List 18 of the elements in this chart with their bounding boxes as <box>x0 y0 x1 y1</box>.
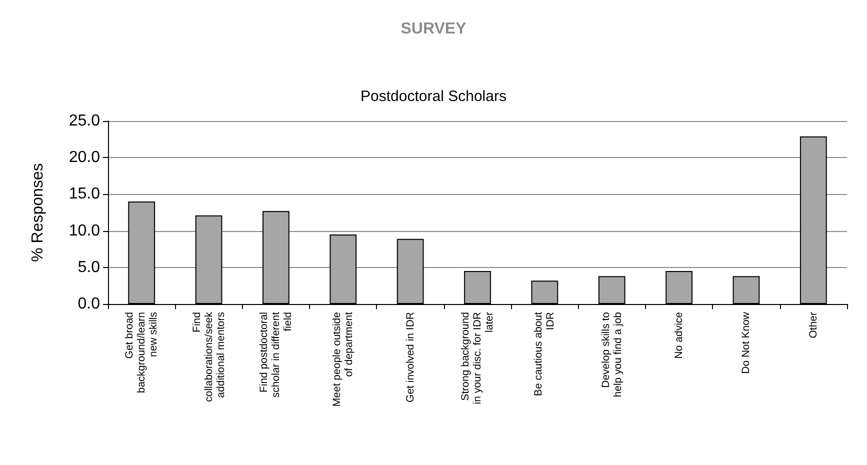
x-tick-label: Find postdoctoral scholar in different field <box>258 312 294 398</box>
y-tick-label: 5.0 <box>78 258 100 276</box>
x-tick-label: No advice <box>673 312 686 359</box>
x-tick-label: Other <box>807 312 820 338</box>
x-tick-label: Get broad background/learn new skills <box>124 312 160 394</box>
chart-title: SURVEY <box>400 20 467 38</box>
y-tick-label: 25.0 <box>68 112 100 130</box>
x-tick-label: Develop skills to help you find a job <box>600 312 624 398</box>
y-tick-label: 15.0 <box>68 186 100 203</box>
x-tick-label: Be cautious about IDR <box>532 312 557 396</box>
x-tick-label: Strong background in your disc. for IDR later <box>460 312 496 404</box>
y-tick-label: 20.0 <box>68 149 100 166</box>
y-tick-label: 10.0 <box>68 222 100 240</box>
y-tick-label: 0.0 <box>78 296 100 312</box>
y-axis-title: % Responses <box>30 163 46 262</box>
x-tick-label: Get involved in IDR <box>404 312 416 402</box>
x-tick-label: Do Not Know <box>740 312 752 374</box>
chart-subtitle: Postdoctoral Scholars <box>360 88 506 105</box>
